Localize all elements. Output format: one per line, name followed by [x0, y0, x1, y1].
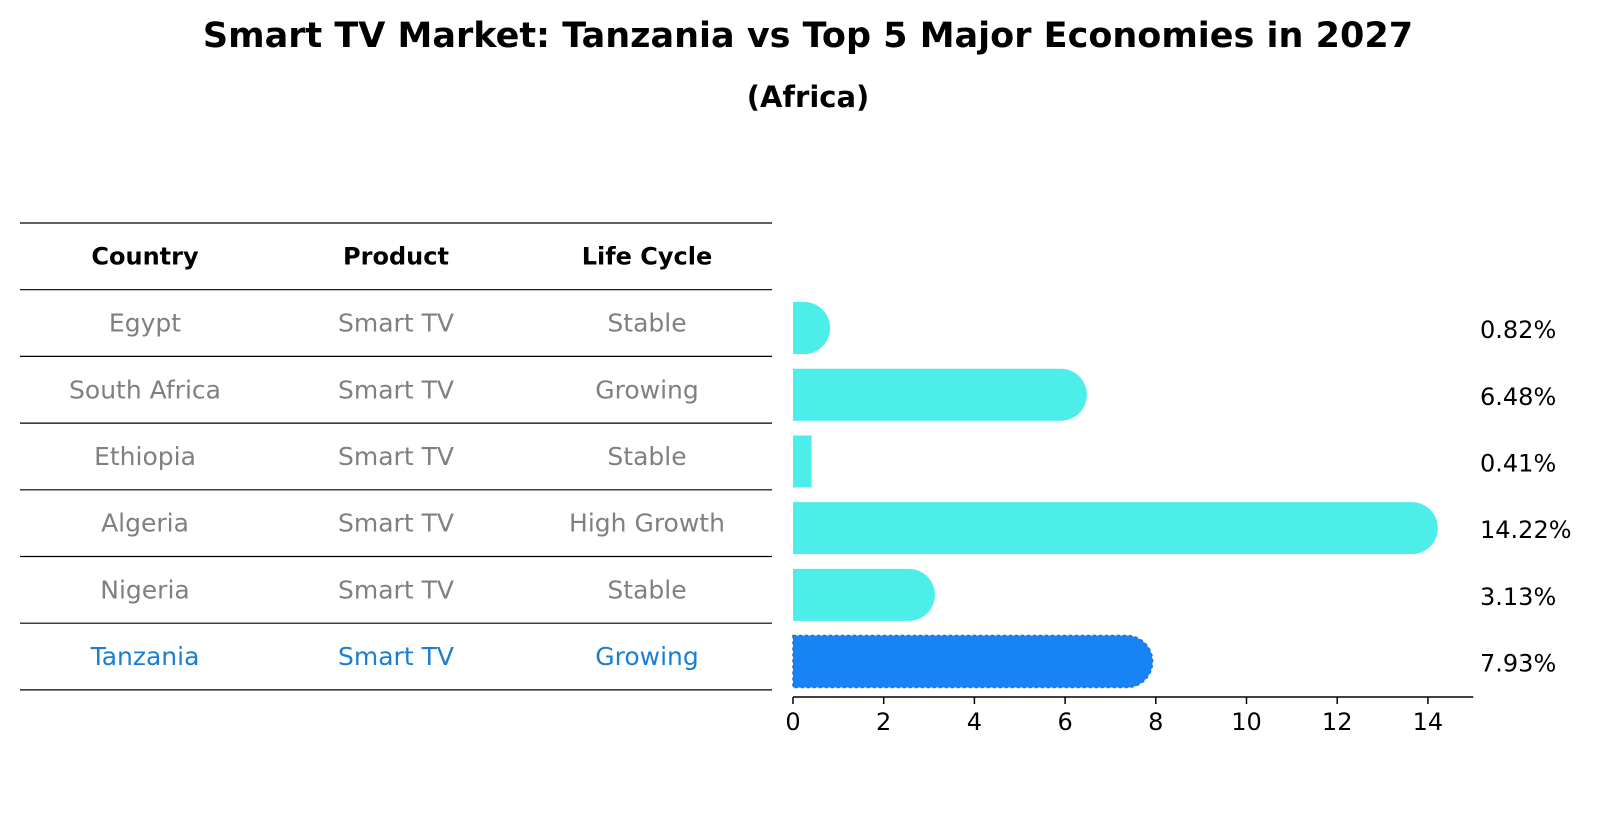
table-cell-life-cycle: Growing: [595, 642, 699, 671]
bar-south-africa: 6.48%: [793, 368, 1556, 421]
table-cell-country: Ethiopia: [94, 442, 196, 471]
table-cell-product: Smart TV: [338, 575, 454, 604]
table-cell-product: Smart TV: [338, 509, 454, 538]
table-cell-product: Smart TV: [338, 309, 454, 338]
bar-algeria: 14.22%: [793, 502, 1572, 555]
table-cell-life-cycle: Stable: [607, 442, 686, 471]
bar-value-label: 0.82%: [1480, 316, 1556, 344]
table-cell-country: Nigeria: [100, 575, 189, 604]
table-cell-life-cycle: Stable: [607, 575, 686, 604]
bar-value-label: 6.48%: [1480, 383, 1556, 411]
x-tick-label: 12: [1322, 708, 1353, 736]
table-cell-product: Smart TV: [338, 375, 454, 404]
bar-shape: [793, 435, 812, 488]
table-cell-life-cycle: High Growth: [569, 509, 725, 538]
table-header-cell: Country: [91, 242, 199, 270]
bar-egypt: 0.82%: [793, 302, 1556, 355]
bar-shape: [793, 302, 831, 355]
bar-value-label: 3.13%: [1480, 583, 1556, 611]
table-cell-country: Algeria: [101, 509, 189, 538]
table-header-cell: Life Cycle: [582, 242, 713, 270]
table-cell-country: Egypt: [109, 309, 181, 338]
x-tick-label: 10: [1231, 708, 1262, 736]
bar-shape: [792, 634, 1154, 689]
bar-value-label: 0.41%: [1480, 449, 1556, 477]
bar-nigeria: 3.13%: [793, 568, 1556, 621]
chart-title: Smart TV Market: Tanzania vs Top 5 Major…: [202, 16, 1414, 56]
x-tick-label: 2: [876, 708, 891, 736]
x-tick-label: 14: [1413, 708, 1444, 736]
x-tick-label: 6: [1057, 708, 1072, 736]
bar-value-label: 7.93%: [1480, 650, 1556, 678]
x-tick-label: 4: [967, 708, 982, 736]
x-tick-label: 0: [785, 708, 800, 736]
table-cell-life-cycle: Growing: [595, 375, 699, 404]
bar-shape: [793, 502, 1438, 555]
chart-subtitle: (Africa): [746, 80, 870, 114]
x-axis: 0 2 4 6 8 10 12 14: [785, 696, 1474, 736]
bar-shape: [793, 568, 935, 621]
table-cell-country: South Africa: [69, 375, 221, 404]
bar-value-label: 14.22%: [1480, 516, 1572, 544]
x-tick-label: 8: [1148, 708, 1163, 736]
bar-ethiopia: 0.41%: [793, 435, 1556, 488]
table-cell-product: Smart TV: [338, 442, 454, 471]
table-cell-product: Smart TV: [338, 642, 454, 671]
table-header-cell: Product: [343, 242, 449, 270]
bar-tanzania: 7.93%: [792, 634, 1556, 689]
bar-plot: 0.82% 6.48% 0.41% 14.22% 3.13% 7.93%: [792, 302, 1572, 689]
table-cell-life-cycle: Stable: [607, 309, 686, 338]
bar-shape: [793, 368, 1087, 421]
table-cell-country: Tanzania: [90, 642, 200, 671]
data-table: Country Product Life Cycle Egypt Smart TV Sta…: [20, 222, 772, 691]
